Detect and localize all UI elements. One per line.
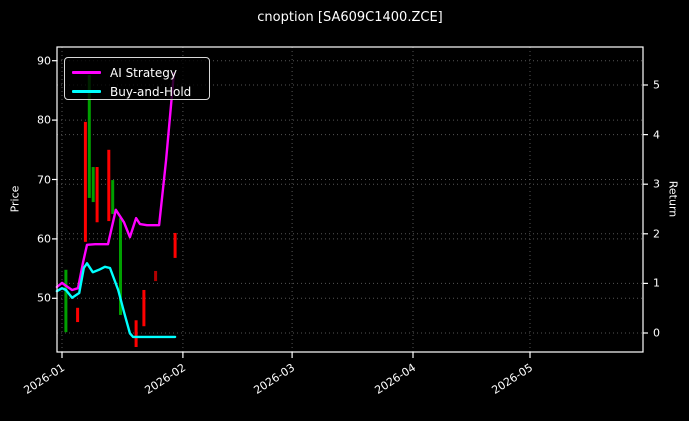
candle-bar-down [76,307,80,323]
legend-line-sample-cyan [72,90,101,93]
y-right-tick-label: 1 [653,276,660,290]
candle-bar-up [64,269,68,333]
legend-entry-buy-and-hold: Buy-and-Hold [72,82,202,101]
series-line [55,262,177,339]
candle-bar-down [173,232,177,258]
chart-title: cnoption [SA609C1400.ZCE] [257,10,443,25]
candle-bar-up [87,74,91,198]
plot-border [56,46,644,353]
candle-bar-down [107,149,111,222]
candle-bar-up [111,180,115,214]
legend-label: Buy-and-Hold [110,84,192,99]
y-left-tick-label: 60 [37,232,51,246]
candle-bar-down [95,167,99,223]
y-left-tick-label: 70 [37,173,51,186]
candle-bar-down-dim [154,270,158,282]
candle-bar-up [91,167,95,203]
series-line [55,71,176,292]
y-right-tick-label: 5 [653,78,660,92]
legend: AI Strategy Buy-and-Hold [64,57,210,100]
legend-label: AI Strategy [110,65,177,80]
candle-bar-down [134,320,138,348]
y-left-tick-label: 80 [37,113,51,127]
y-right-tick-label: 2 [653,227,660,241]
y-right-tick-label: 3 [653,177,660,191]
candle-bar-up [119,218,122,315]
y-axis-label-price: Price [8,185,22,213]
y-axis-label-return: Return [666,180,680,218]
legend-entry-ai-strategy: AI Strategy [72,63,202,82]
candle-bar-down [83,121,87,242]
y-left-tick-label: 50 [37,291,51,305]
candle-bar-down [142,289,146,327]
y-right-tick-label: 0 [653,326,660,340]
legend-line-sample-magenta [72,71,101,74]
y-left-tick-label: 90 [37,54,51,68]
y-right-tick-label: 4 [653,128,660,142]
